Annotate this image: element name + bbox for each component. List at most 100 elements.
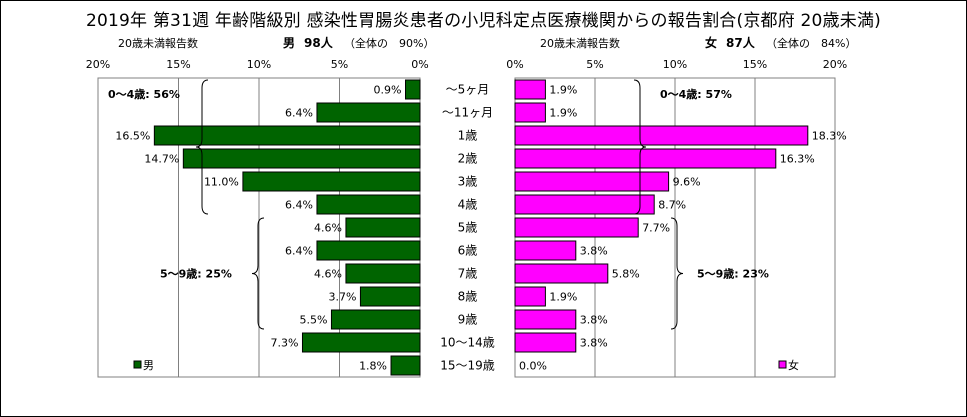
female-bar [514,217,639,238]
female-plot-area: 0% 5% 10% 15% 20% 1.9% 1.9% 18.3% 16.3% 9.6% 8.7% 7… [506,58,847,378]
male-bar [153,125,421,146]
male-count-value: 98人 [304,36,333,50]
female-bar-label: 16.3% [780,153,815,166]
male-bar-label: 7.3% [271,337,299,350]
male-count-label: 20歳未満報告数 [118,37,198,50]
male-bar [316,194,421,215]
male-bar [345,217,421,238]
category-label: 15～19歳 [440,359,495,373]
category-labels: ～5ヶ月 ～11ヶ月 1歳 2歳 3歳 4歳 5歳 6歳 7歳 8歳 9歳 10～14歳 15～19歳 [440,83,495,373]
category-label: 5歳 [458,221,478,235]
female-bar-label: 9.6% [673,176,701,189]
male-bar-label: 6.4% [285,199,313,212]
male-plot-area: 20% 15% 10% 5% 0% 0.9% 6.4% 16.5% 14.7% 11.0% 6.4%… [86,58,429,378]
chart-title: 2019年 第31週 年齢階級別 感染性胃腸炎患者の小児科定点医療機関からの報告… [85,11,881,31]
male-5-9-annotation: 5～9歳: 25% [160,267,232,281]
male-legend-label: 男 [143,359,154,372]
male-x-tick-label: 20% [86,58,110,71]
category-label: 4歳 [458,198,478,212]
male-bar-label: 6.4% [285,245,313,258]
category-label: 1歳 [458,129,478,143]
female-bar [514,240,577,261]
female-legend-swatch [778,360,787,369]
male-bar-label: 4.6% [314,222,342,235]
male-0-4-annotation: 0～4歳: 56% [108,87,180,101]
female-5-9-annotation: 5～9歳: 23% [697,267,769,281]
male-bar [301,332,421,353]
female-bar [514,148,777,169]
male-5-9-brace [251,217,265,330]
female-legend-label: 女 [788,358,799,372]
female-count-value: 87人 [726,36,755,50]
male-bar [316,102,421,123]
male-bar [405,79,421,100]
category-label: 8歳 [458,290,478,304]
male-bar-label: 14.7% [144,153,179,166]
category-label: 10～14歳 [440,336,495,350]
female-bar [514,125,809,146]
male-bar [316,240,421,261]
male-x-tick-label: 10% [247,58,271,71]
category-label: ～11ヶ月 [442,106,493,120]
female-x-tick-label: 15% [743,58,767,71]
male-bar-label: 11.0% [204,176,239,189]
male-bar-label: 16.5% [115,130,150,143]
male-bar-label: 6.4% [285,107,313,120]
female-x-tick-label: 10% [663,58,687,71]
female-bar [514,194,655,215]
female-bar [514,309,577,330]
age-group-annotations: 0～4歳: 56% 5～9歳: 25% 0～4歳: 57% 5～9歳: 23% [108,79,769,330]
female-bar-label: 7.7% [642,222,670,235]
male-x-tick-label: 0% [411,58,428,71]
female-bar [514,286,546,307]
female-bar [514,332,577,353]
category-label: 2歳 [458,152,478,166]
female-bar-label: 3.8% [580,245,608,258]
male-bar [390,355,421,376]
male-bar-label: 3.7% [328,291,356,304]
female-5-9-brace [670,217,684,330]
female-x-tick-label: 5% [586,58,603,71]
female-0-4-brace [633,79,647,215]
male-bar [182,148,421,169]
female-bar-label: 0.0% [519,360,547,373]
category-label: 9歳 [458,313,478,327]
male-legend-swatch [133,360,142,369]
category-label: 6歳 [458,244,478,258]
male-x-tick-label: 5% [331,58,348,71]
male-bar-label: 5.5% [299,314,327,327]
female-0-4-annotation: 0～4歳: 57% [660,87,732,101]
male-x-tick-label: 15% [166,58,190,71]
male-bar [242,171,421,192]
female-x-tick-label: 20% [823,58,847,71]
category-label: ～5ヶ月 [446,83,490,97]
male-bar [330,309,421,330]
female-bar [514,263,609,284]
female-bar-label: 18.3% [812,130,847,143]
female-bar-label: 5.8% [612,268,640,281]
category-label: 7歳 [458,267,478,281]
category-label: 3歳 [458,175,478,189]
female-bar-label: 3.8% [580,314,608,327]
female-bar-label: 8.7% [658,199,686,212]
male-bar-label: 4.6% [314,268,342,281]
female-bar-label: 1.9% [549,84,577,97]
female-bar [514,79,546,100]
female-bar-label: 3.8% [580,337,608,350]
female-sex-label: 女 [705,36,718,50]
male-bar-label: 1.8% [359,360,387,373]
male-bar [345,263,421,284]
female-x-tick-label: 0% [506,58,523,71]
male-total-share: （全体の 90%） [344,37,435,50]
male-sex-label: 男 [283,36,296,50]
female-bar-label: 1.9% [549,107,577,120]
female-total-share: （全体の 84%） [766,37,857,50]
male-bar-label: 0.9% [374,84,402,97]
female-bar [514,102,546,123]
female-bar [514,171,670,192]
male-0-4-brace [195,79,209,215]
male-bar [359,286,421,307]
female-bar-label: 1.9% [549,291,577,304]
female-count-label: 20歳未満報告数 [540,37,620,50]
